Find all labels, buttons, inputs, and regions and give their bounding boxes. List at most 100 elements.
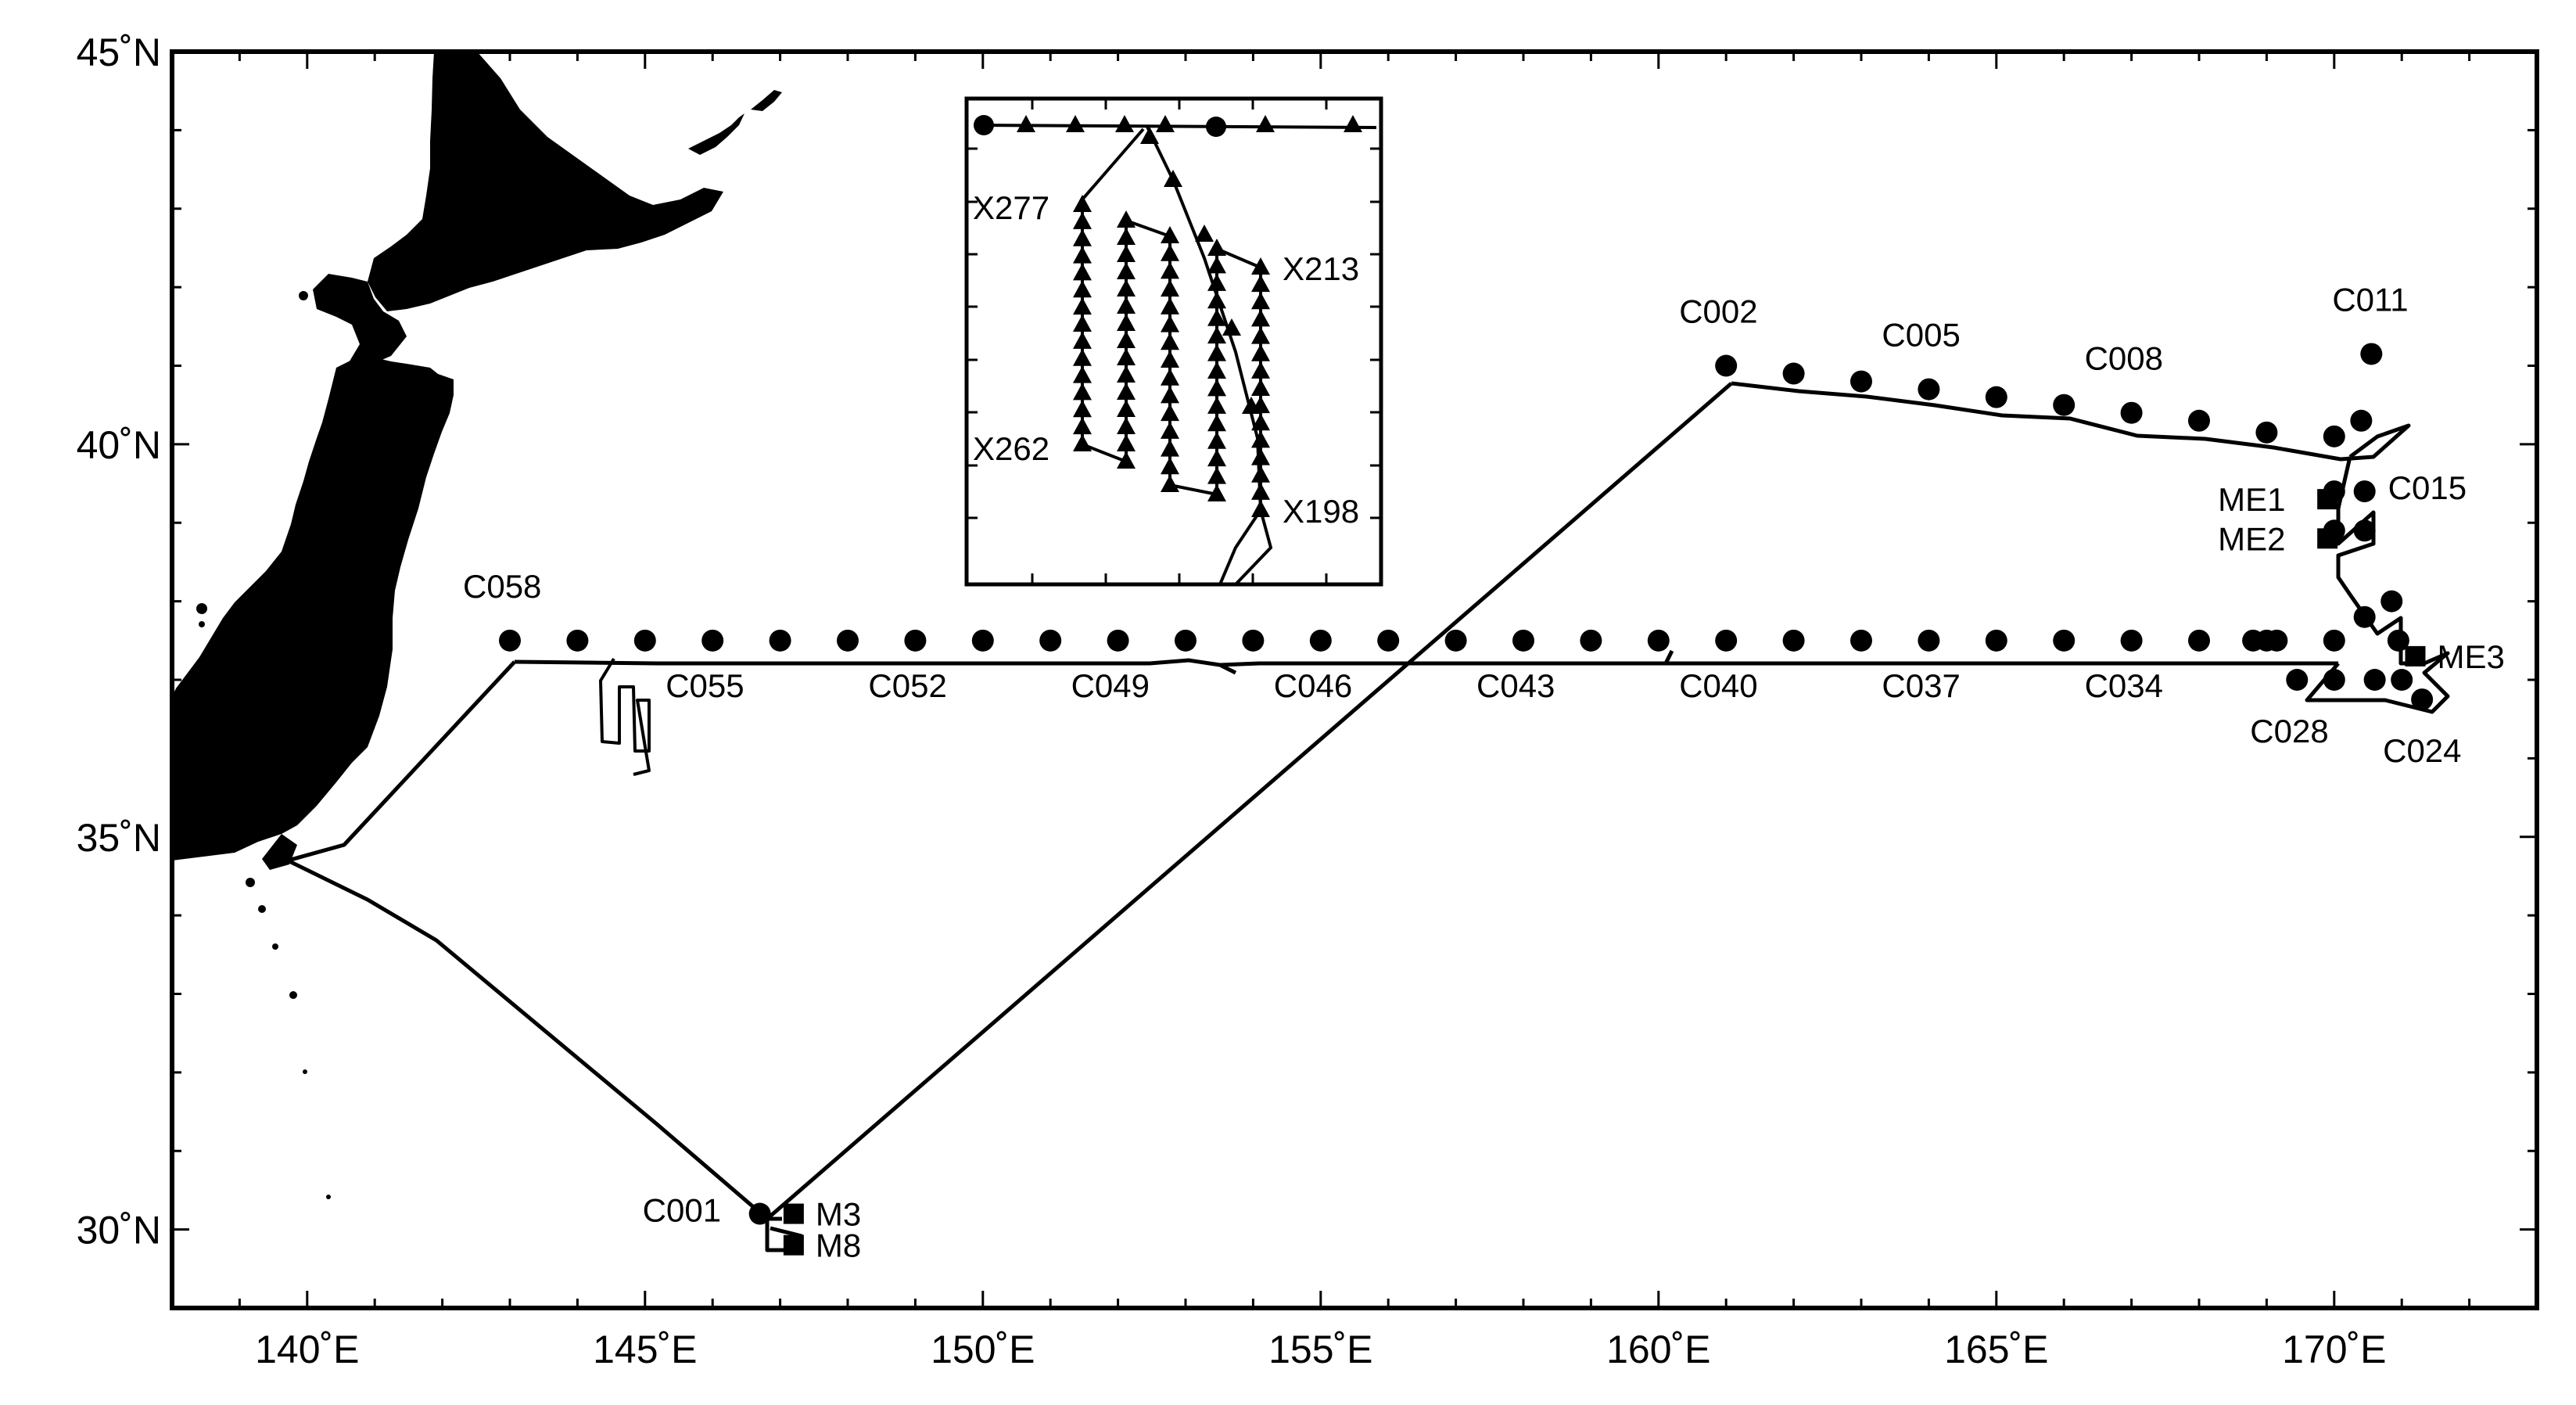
station-label-c049: C049 — [1071, 667, 1150, 704]
inset-triangle-marker — [1207, 256, 1226, 274]
land-masses — [172, 52, 782, 1199]
inset-triangle-marker — [1073, 280, 1092, 298]
station-marker — [2255, 421, 2278, 444]
inset-triangle-marker — [1117, 210, 1136, 228]
inset-triangle-marker — [1073, 246, 1092, 264]
station-marker — [971, 629, 994, 652]
y-tick-label: 40˚N — [77, 423, 161, 467]
station-label-c028: C028 — [2250, 713, 2328, 749]
inset-frame-ticks — [967, 99, 1381, 584]
inset-triangle-marker — [1251, 500, 1270, 517]
inset-triangle-marker — [1161, 457, 1179, 475]
track-c040-tick — [1663, 649, 1674, 665]
mooring-marker-me3 — [2405, 645, 2426, 667]
inset-triangle-marker — [1251, 292, 1270, 310]
inset-triangle-marker — [1164, 170, 1182, 187]
mooring-marker-m3 — [783, 1203, 804, 1224]
station-marker — [633, 629, 656, 652]
inset-triangle-marker — [1161, 475, 1179, 492]
station-marker-c049 — [1107, 629, 1129, 652]
hokkaido-landmass — [368, 52, 723, 311]
station-label-c034: C034 — [2085, 667, 2163, 704]
track-c002-to-c011 — [1731, 381, 2411, 462]
mooring-label-me2: ME2 — [2218, 520, 2285, 557]
x-tick-label: 165˚E — [1944, 1328, 2048, 1371]
station-marker-c005 — [1918, 378, 1940, 401]
x-tick-label: 170˚E — [2282, 1328, 2386, 1371]
inset-triangle-marker — [1117, 331, 1136, 348]
station-marker — [1377, 629, 1400, 652]
station-marker-c037 — [1918, 629, 1940, 652]
inset-triangle-marker — [1161, 243, 1179, 261]
station-label-c037: C037 — [1882, 667, 1960, 704]
station-marker — [1175, 629, 1197, 652]
inset-triangle-marker — [1251, 343, 1270, 361]
inset-station-marker — [974, 115, 994, 135]
inset-triangle-marker — [1222, 318, 1241, 336]
x-tick-label: 155˚E — [1268, 1328, 1372, 1371]
station-marker — [566, 629, 589, 652]
inset-triangle-marker — [1073, 314, 1092, 332]
inset-triangle-marker — [1117, 348, 1136, 365]
station-marker-c040 — [1715, 629, 1738, 652]
izu-island-2 — [258, 905, 266, 913]
station-marker-c011 — [2360, 343, 2383, 365]
inset-triangle-marker — [1161, 226, 1179, 243]
inset-label-x262: X262 — [973, 430, 1049, 467]
station-marker — [2380, 590, 2403, 613]
oshima-peninsula — [313, 274, 407, 366]
inset-triangle-marker — [1117, 383, 1136, 400]
izu-island-1 — [246, 878, 255, 887]
inset-triangle-marker — [1117, 262, 1136, 279]
inset-triangle-marker — [1256, 115, 1275, 132]
track-survey-box — [599, 657, 651, 776]
inset-triangle-marker — [1207, 343, 1226, 361]
inset-map: X277 X213 X262 X198 — [964, 96, 1383, 587]
inset-triangle-marker — [1251, 361, 1270, 379]
mooring-marker-m8 — [783, 1234, 804, 1256]
inset-station-marker — [1206, 117, 1226, 137]
inset-triangle-marker — [1161, 421, 1179, 439]
inset-triangle-marker — [1207, 361, 1226, 379]
inset-triangle-marker — [1156, 115, 1175, 132]
station-marker — [2188, 629, 2210, 652]
cruise-track — [286, 381, 2450, 1252]
y-tick-label: 45˚N — [77, 31, 161, 74]
inset-triangle-marker — [1161, 368, 1179, 386]
izu-island-7 — [196, 603, 207, 614]
inset-triangle-marker — [1251, 465, 1270, 483]
inset-triangle-marker — [1161, 279, 1179, 297]
track-port-to-c058 — [287, 660, 516, 863]
inset-triangle-marker — [1161, 404, 1179, 422]
station-marker — [2266, 629, 2288, 652]
inset-triangle-marker — [1251, 413, 1270, 431]
inset-label-x213: X213 — [1283, 250, 1359, 287]
stations-layer: C001 C002 C005 C008 C011 C015 C024 C028 C034 C037… — [463, 281, 2467, 1228]
station-marker-c002 — [1715, 354, 1738, 377]
axis-labels: 140˚E 145˚E 150˚E 155˚E 160˚E 165˚E 170˚E 30˚N 3… — [77, 31, 2387, 1371]
inset-triangle-marker — [1251, 447, 1270, 465]
inset-triangle-marker — [1207, 326, 1226, 344]
station-label-c055: C055 — [666, 667, 744, 704]
mooring-marker-me1 — [2317, 489, 2338, 510]
station-label-c002: C002 — [1679, 293, 1757, 330]
station-marker-c058 — [499, 629, 521, 652]
inset-triangle-marker — [1161, 332, 1179, 350]
mooring-marker-me2 — [2317, 528, 2338, 549]
station-marker-c015 — [2353, 480, 2376, 503]
inset-triangle-marker — [1161, 386, 1179, 404]
inset-triangle-marker — [1073, 195, 1092, 212]
station-marker — [1242, 629, 1265, 652]
station-label-c052: C052 — [868, 667, 946, 704]
inset-triangle-marker — [1344, 115, 1362, 132]
inset-triangle-marker — [1161, 439, 1179, 457]
inset-triangle-marker — [1073, 417, 1092, 435]
y-tick-label: 35˚N — [77, 816, 161, 860]
inset-triangle-marker — [1207, 273, 1226, 291]
track-e-w-section — [514, 658, 2338, 667]
inset-triangle-marker — [1251, 326, 1270, 344]
station-marker — [1850, 629, 1872, 652]
inset-triangle-marker — [1207, 379, 1226, 397]
inset-triangle-marker — [1161, 314, 1179, 332]
